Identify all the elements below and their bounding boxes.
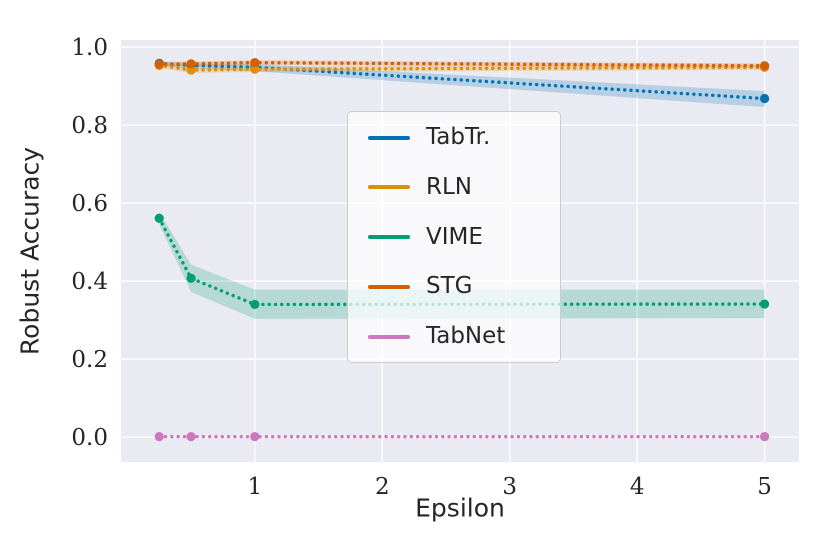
- y-tick-label: 0.4: [71, 269, 108, 295]
- confidence-band-tabtr: [159, 61, 765, 108]
- legend-label-stg: STG: [426, 273, 473, 300]
- marker-vime: [759, 299, 770, 309]
- marker-vime: [154, 213, 164, 223]
- x-tick-label: 2: [375, 474, 390, 500]
- legend-item-rln: RLN: [368, 173, 540, 200]
- marker-tabnet: [250, 432, 260, 442]
- legend-item-tabtr: TabTr.: [368, 126, 540, 149]
- confidence-band-vime: [159, 211, 765, 319]
- marker-stg: [186, 59, 196, 69]
- series-line-stg: [157, 60, 767, 68]
- legend-item-vime: VIME: [368, 223, 540, 250]
- x-tick-label: 5: [757, 474, 772, 500]
- legend-swatch-stg: [368, 284, 410, 289]
- legend-label-rln: RLN: [426, 173, 472, 200]
- marker-rln: [250, 64, 260, 74]
- x-tick-label: 4: [630, 474, 645, 500]
- legend-swatch-tabnet: [368, 334, 410, 339]
- legend-label-tabtr: TabTr.: [426, 124, 491, 150]
- y-tick-label: 1.0: [71, 35, 108, 61]
- y-tick-label: 0.6: [71, 191, 108, 217]
- y-tick-label: 0.8: [71, 113, 108, 139]
- series-line-rln: [157, 63, 767, 72]
- y-axis-label: Robust Accuracy: [15, 146, 45, 356]
- marker-stg: [759, 61, 770, 71]
- marker-vime: [186, 273, 196, 283]
- marker-vime: [250, 299, 260, 310]
- x-tick-label: 3: [502, 474, 517, 500]
- marker-stg: [154, 59, 164, 69]
- legend-swatch-rln: [368, 185, 410, 190]
- marker-tabnet: [186, 432, 196, 442]
- legend-item-tabnet: TabNet: [368, 325, 540, 348]
- legend-label-tabnet: TabNet: [426, 323, 506, 349]
- legend-label-vime: VIME: [426, 223, 483, 250]
- legend-swatch-vime: [368, 235, 410, 239]
- marker-tabnet: [759, 432, 770, 442]
- legend-swatch-tabtr: [368, 135, 410, 140]
- series-line-tabtr: [157, 61, 767, 101]
- legend: TabTr. RLN VIME STG TabNet: [347, 111, 561, 363]
- marker-stg: [250, 58, 260, 68]
- y-tick-label: 0.2: [71, 347, 108, 373]
- marker-tabtr: [759, 93, 770, 104]
- x-axis-label: Epsilon: [415, 493, 505, 523]
- marker-tabnet: [154, 432, 164, 442]
- y-tick-label: 0.0: [71, 425, 108, 451]
- x-tick-label: 1: [247, 474, 262, 500]
- legend-item-stg: STG: [368, 275, 540, 298]
